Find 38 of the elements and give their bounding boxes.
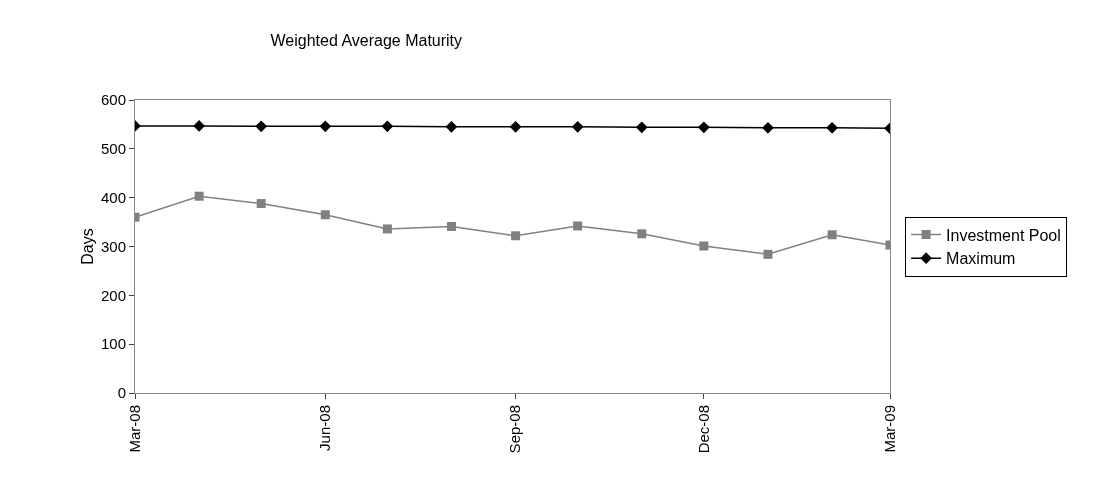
y-tick-label: 600 bbox=[100, 91, 126, 109]
x-tick-label: Sep-08 bbox=[506, 405, 524, 454]
point bbox=[445, 121, 458, 133]
point bbox=[255, 120, 268, 133]
y-axis-title: Days bbox=[79, 228, 96, 265]
y-tick-label: 500 bbox=[100, 140, 126, 158]
point bbox=[194, 191, 204, 201]
point bbox=[762, 121, 774, 134]
point bbox=[571, 121, 584, 133]
point bbox=[446, 221, 456, 231]
point bbox=[635, 121, 648, 134]
point bbox=[320, 210, 330, 220]
point bbox=[573, 221, 583, 231]
point bbox=[193, 120, 205, 132]
legend-label: Investment Pool bbox=[946, 226, 1061, 244]
x-tick-label: Mar-09 bbox=[880, 405, 898, 453]
point bbox=[381, 120, 394, 133]
chart-title: Weighted Average Maturity bbox=[270, 31, 463, 49]
point bbox=[319, 120, 332, 133]
y-tick-label: 400 bbox=[100, 188, 126, 206]
y-tick-label: 0 bbox=[117, 384, 126, 402]
legend-label: Maximum bbox=[946, 250, 1016, 268]
y-tick-label: 200 bbox=[100, 286, 126, 304]
x-tick-label: Jun-08 bbox=[316, 405, 334, 451]
point bbox=[511, 231, 521, 241]
x-tick-label: Dec-08 bbox=[694, 405, 712, 454]
point bbox=[699, 241, 709, 251]
y-tick-label: 100 bbox=[100, 335, 126, 353]
point bbox=[509, 121, 522, 133]
point bbox=[637, 229, 647, 239]
x-tick-label: Mar-08 bbox=[125, 405, 143, 453]
point bbox=[382, 224, 392, 234]
y-tick-label: 300 bbox=[100, 237, 126, 255]
point bbox=[697, 121, 710, 134]
point bbox=[827, 230, 837, 240]
point bbox=[826, 121, 838, 134]
point bbox=[256, 199, 266, 209]
point bbox=[763, 249, 773, 259]
